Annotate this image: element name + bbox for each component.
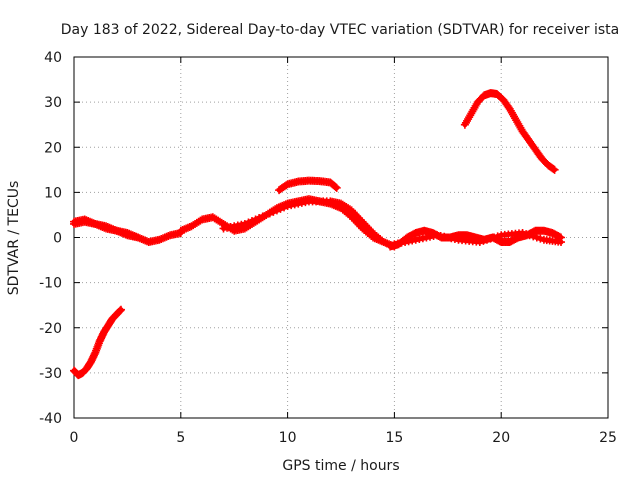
x-tick-label: 25 — [599, 430, 617, 446]
data-point — [536, 234, 545, 243]
y-axis-label: SDTVAR / TECUs — [6, 181, 22, 296]
y-tick-label: 10 — [44, 185, 62, 201]
data-marks — [70, 89, 566, 380]
y-tick-label: 20 — [44, 140, 62, 156]
y-tick-label: -40 — [39, 411, 62, 427]
y-tick-label: 0 — [53, 231, 62, 247]
chart-title: Day 183 of 2022, Sidereal Day-to-day VTE… — [61, 22, 619, 38]
data-point — [255, 213, 264, 222]
data-point — [490, 233, 499, 242]
y-tick-label: 30 — [44, 95, 62, 111]
data-point — [493, 232, 502, 241]
data-point — [280, 203, 289, 212]
data-point — [482, 235, 491, 244]
data-point — [251, 215, 260, 224]
series-arc-9 — [460, 89, 559, 174]
data-point — [248, 216, 256, 225]
data-point — [244, 218, 253, 227]
data-point — [332, 183, 341, 192]
data-point — [529, 232, 538, 241]
axis-ticks: 0 5 10 15 20 25 -40 -30 -20 -10 0 10 20 30 40 — [39, 50, 617, 446]
data-point — [475, 238, 484, 247]
data-point — [525, 231, 534, 240]
data-point — [532, 233, 541, 242]
series-arc-6 — [275, 176, 341, 195]
y-tick-label: 40 — [44, 50, 62, 66]
x-tick-label: 20 — [492, 430, 510, 446]
x-tick-label: 0 — [70, 430, 79, 446]
data-point — [331, 182, 340, 191]
x-tick-label: 5 — [176, 430, 185, 446]
series-arc-8 — [390, 228, 566, 249]
series-arc-3 — [70, 215, 143, 242]
data-point — [522, 230, 531, 239]
data-point — [134, 233, 143, 242]
data-point — [240, 219, 249, 228]
series-arc-5 — [219, 197, 399, 251]
data-point — [479, 236, 488, 245]
data-point — [550, 165, 559, 174]
data-point — [116, 305, 125, 314]
data-point — [265, 209, 274, 218]
x-tick-label: 10 — [279, 430, 297, 446]
data-point — [262, 210, 271, 219]
data-point — [486, 234, 495, 243]
data-point — [276, 204, 285, 213]
series-arc-4 — [176, 195, 388, 247]
data-point — [258, 212, 267, 221]
data-point — [518, 228, 527, 237]
y-tick-label: -10 — [39, 276, 62, 292]
data-point — [272, 206, 281, 215]
data-point — [557, 238, 566, 247]
data-point — [269, 207, 278, 216]
series-arc-1 — [70, 305, 125, 380]
data-point — [196, 216, 205, 225]
x-axis-label: GPS time / hours — [282, 458, 399, 474]
y-tick-label: -30 — [39, 366, 62, 382]
y-tick-label: -20 — [39, 321, 62, 337]
x-tick-label: 15 — [385, 430, 403, 446]
